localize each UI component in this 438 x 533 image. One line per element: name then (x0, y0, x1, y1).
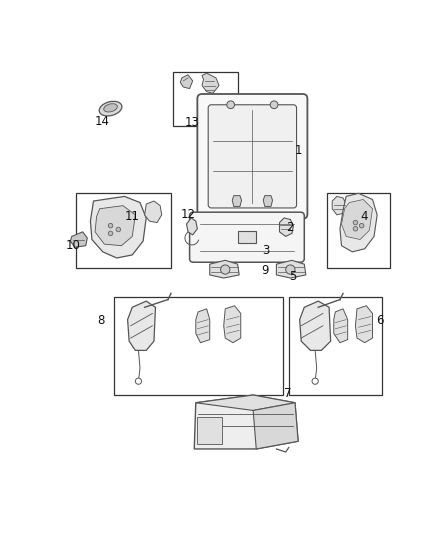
Polygon shape (180, 75, 193, 88)
FancyBboxPatch shape (190, 212, 304, 262)
Polygon shape (342, 199, 372, 239)
Text: 1: 1 (295, 144, 303, 157)
Text: 2: 2 (286, 222, 293, 235)
Polygon shape (70, 232, 87, 247)
Text: 11: 11 (124, 210, 139, 223)
Text: 4: 4 (360, 210, 367, 223)
FancyBboxPatch shape (208, 105, 297, 208)
Polygon shape (127, 301, 155, 350)
Polygon shape (263, 196, 272, 206)
Bar (173, 71, 238, 126)
Text: 14: 14 (95, 115, 110, 128)
Circle shape (227, 101, 235, 109)
Polygon shape (276, 260, 306, 278)
Text: 10: 10 (66, 239, 81, 252)
Text: 3: 3 (262, 244, 270, 257)
Text: 8: 8 (97, 314, 105, 327)
Polygon shape (202, 73, 219, 93)
Polygon shape (210, 260, 239, 278)
Text: 7: 7 (284, 387, 292, 400)
Circle shape (108, 231, 113, 236)
Polygon shape (187, 218, 198, 235)
Polygon shape (253, 403, 298, 449)
Ellipse shape (99, 101, 122, 116)
Polygon shape (332, 196, 346, 215)
Polygon shape (95, 206, 135, 246)
Polygon shape (145, 201, 162, 223)
Bar (238, 231, 256, 244)
Bar (198, 417, 222, 445)
Polygon shape (279, 218, 293, 237)
Polygon shape (194, 395, 298, 449)
Circle shape (221, 265, 230, 274)
Polygon shape (300, 301, 331, 350)
Polygon shape (340, 193, 377, 252)
Circle shape (353, 227, 358, 231)
Bar (76, 193, 171, 268)
Circle shape (359, 223, 364, 228)
Bar (114, 296, 283, 395)
Polygon shape (334, 309, 348, 343)
Polygon shape (90, 196, 146, 258)
Circle shape (270, 101, 278, 109)
Ellipse shape (104, 104, 117, 112)
Bar (327, 193, 389, 268)
Polygon shape (196, 395, 295, 410)
Polygon shape (232, 196, 241, 206)
Text: 13: 13 (185, 116, 200, 129)
Circle shape (286, 265, 295, 274)
Polygon shape (224, 306, 241, 343)
Text: 5: 5 (289, 270, 296, 283)
Circle shape (116, 227, 120, 232)
Bar (289, 296, 382, 395)
Text: 12: 12 (180, 208, 195, 221)
Circle shape (135, 378, 141, 384)
Circle shape (312, 378, 318, 384)
Text: 6: 6 (376, 314, 384, 327)
Circle shape (108, 223, 113, 228)
Text: 9: 9 (261, 264, 269, 277)
Polygon shape (196, 309, 210, 343)
Circle shape (353, 220, 358, 225)
FancyBboxPatch shape (198, 94, 307, 219)
Polygon shape (356, 306, 372, 343)
